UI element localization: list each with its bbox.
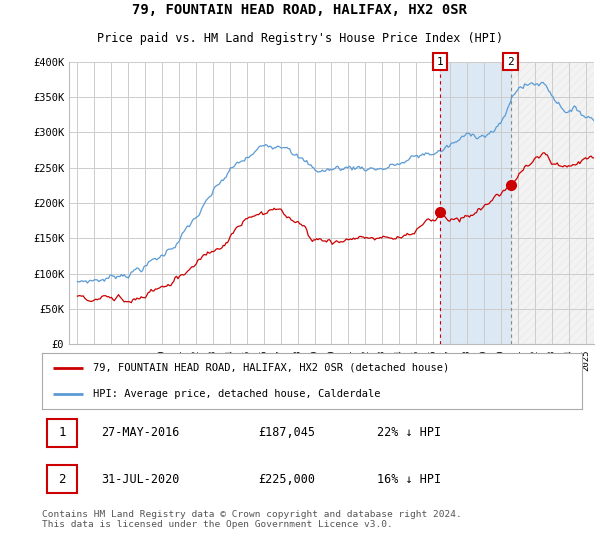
Text: 1: 1: [437, 57, 443, 67]
Text: HPI: Average price, detached house, Calderdale: HPI: Average price, detached house, Cald…: [94, 389, 381, 399]
Text: £225,000: £225,000: [258, 473, 315, 486]
FancyBboxPatch shape: [47, 419, 77, 447]
Text: 22% ↓ HPI: 22% ↓ HPI: [377, 426, 441, 440]
FancyBboxPatch shape: [47, 465, 77, 493]
Bar: [440, 62, 511, 344]
Text: 2: 2: [508, 57, 514, 67]
Text: 16% ↓ HPI: 16% ↓ HPI: [377, 473, 441, 486]
Text: 1: 1: [59, 426, 66, 440]
Text: 27-MAY-2016: 27-MAY-2016: [101, 426, 180, 440]
Text: 31-JUL-2020: 31-JUL-2020: [101, 473, 180, 486]
Text: 79, FOUNTAIN HEAD ROAD, HALIFAX, HX2 0SR: 79, FOUNTAIN HEAD ROAD, HALIFAX, HX2 0SR: [133, 3, 467, 17]
Text: 2: 2: [59, 473, 66, 486]
Text: Price paid vs. HM Land Registry's House Price Index (HPI): Price paid vs. HM Land Registry's House …: [97, 32, 503, 45]
Text: £187,045: £187,045: [258, 426, 315, 440]
Text: Contains HM Land Registry data © Crown copyright and database right 2024.
This d: Contains HM Land Registry data © Crown c…: [42, 510, 462, 529]
Bar: [511, 62, 594, 344]
Text: 79, FOUNTAIN HEAD ROAD, HALIFAX, HX2 0SR (detached house): 79, FOUNTAIN HEAD ROAD, HALIFAX, HX2 0SR…: [94, 363, 449, 373]
